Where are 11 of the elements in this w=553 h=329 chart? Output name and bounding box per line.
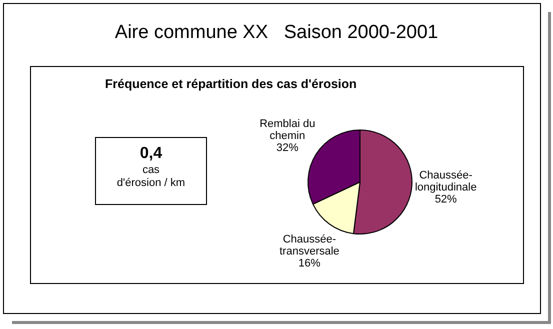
text: 0,4 <box>138 144 164 164</box>
slice-label: Chaussée-longitudinale <box>414 169 477 194</box>
slice-label: Remblai du chemin <box>260 118 316 142</box>
data-label: 52% <box>434 193 458 206</box>
text: d'érosion / km <box>116 177 186 190</box>
chart-subtitle: Fréquence et répartition des cas d'érosion <box>105 77 357 91</box>
slice-label: Chaussée-transversale <box>279 234 340 258</box>
data-label: 16% <box>298 258 321 270</box>
data-label: 32% <box>276 142 299 154</box>
chart-title: Aire commune XX Saison 2000-2001 <box>114 22 440 44</box>
text: cas <box>141 164 161 177</box>
